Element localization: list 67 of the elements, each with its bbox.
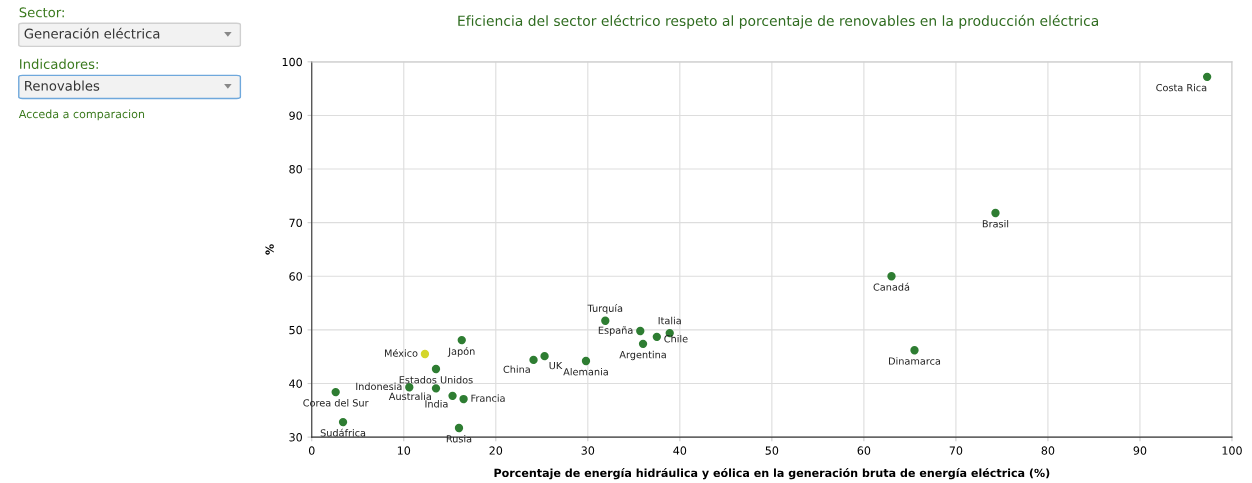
series-label: Argentina bbox=[619, 350, 666, 361]
series-label: Francia bbox=[471, 394, 505, 402]
point bbox=[420, 349, 430, 359]
point bbox=[540, 351, 549, 361]
series-label: Costa Rica bbox=[1156, 83, 1207, 92]
y-tick-label: 50 bbox=[289, 325, 302, 335]
point bbox=[431, 384, 441, 393]
x-tick-label: 40 bbox=[673, 446, 687, 455]
x-tick-label: 80 bbox=[1041, 446, 1055, 455]
point bbox=[1202, 72, 1212, 81]
series-label: España bbox=[598, 326, 633, 336]
text: Generación eléctrica bbox=[24, 27, 160, 39]
point bbox=[529, 355, 538, 365]
series-label: Italia bbox=[658, 316, 681, 325]
point bbox=[338, 417, 348, 427]
text: Renovables bbox=[25, 80, 100, 91]
x-tick-label: 60 bbox=[857, 446, 871, 455]
point bbox=[991, 208, 1000, 218]
series-label: UK bbox=[549, 362, 563, 370]
point bbox=[887, 272, 896, 281]
point bbox=[448, 391, 457, 400]
y-tick-label: 80 bbox=[289, 165, 302, 174]
y-axis-title: % bbox=[265, 244, 274, 255]
series-label: México bbox=[384, 348, 418, 357]
series-label: Australia bbox=[388, 392, 431, 401]
chart-title: Eficiencia del sector eléctrico respeto al porcentaje de renovables en la producción eléctrica bbox=[458, 14, 1098, 29]
point bbox=[601, 316, 610, 325]
point bbox=[910, 346, 919, 355]
series-label: Turquía bbox=[587, 304, 623, 314]
x-axis-title: Porcentaje de energía hidráulica y eólica en la generación bruta de energía eléctrica (%) bbox=[494, 468, 1050, 480]
text: Acceda a comparacion bbox=[18, 109, 145, 121]
x-tick-label: 100 bbox=[1222, 446, 1242, 455]
point bbox=[331, 387, 340, 397]
x-tick-label: 10 bbox=[397, 446, 411, 455]
point bbox=[652, 332, 661, 342]
x-tick-label: 90 bbox=[1133, 446, 1147, 455]
point bbox=[431, 364, 441, 374]
text: Indicadores: bbox=[20, 58, 98, 70]
series-label: Estados Unidos bbox=[399, 375, 473, 384]
series-label: Brasil bbox=[982, 219, 1009, 228]
series-label: India bbox=[425, 400, 448, 408]
series-label: Canadá bbox=[873, 282, 910, 291]
y-tick-label: 60 bbox=[289, 272, 302, 281]
text: Sector: bbox=[19, 7, 64, 18]
x-tick-label: 50 bbox=[765, 446, 779, 455]
series-label: Chile bbox=[664, 334, 688, 343]
point bbox=[454, 423, 464, 433]
series-label: Indonesia bbox=[356, 382, 402, 391]
y-tick-label: 70 bbox=[289, 218, 302, 228]
series-label: China bbox=[503, 365, 530, 373]
series-label: Japón bbox=[447, 347, 475, 357]
y-tick-label: 30 bbox=[289, 433, 302, 442]
x-tick-label: 20 bbox=[489, 446, 503, 455]
y-tick-label: 40 bbox=[289, 379, 302, 388]
x-tick-label: 30 bbox=[581, 446, 595, 455]
point bbox=[459, 394, 468, 404]
point bbox=[636, 326, 645, 336]
series-label: Dinamarca bbox=[889, 357, 941, 365]
series-label: Alemania bbox=[563, 367, 608, 376]
point bbox=[581, 356, 591, 366]
x-tick-label: 0 bbox=[308, 446, 315, 455]
point bbox=[638, 339, 648, 348]
y-tick-label: 90 bbox=[289, 111, 302, 120]
y-tick-label: 100 bbox=[282, 57, 302, 67]
series-label: Sudáfrica bbox=[320, 428, 366, 437]
point bbox=[457, 335, 466, 345]
x-tick-label: 70 bbox=[949, 446, 963, 455]
